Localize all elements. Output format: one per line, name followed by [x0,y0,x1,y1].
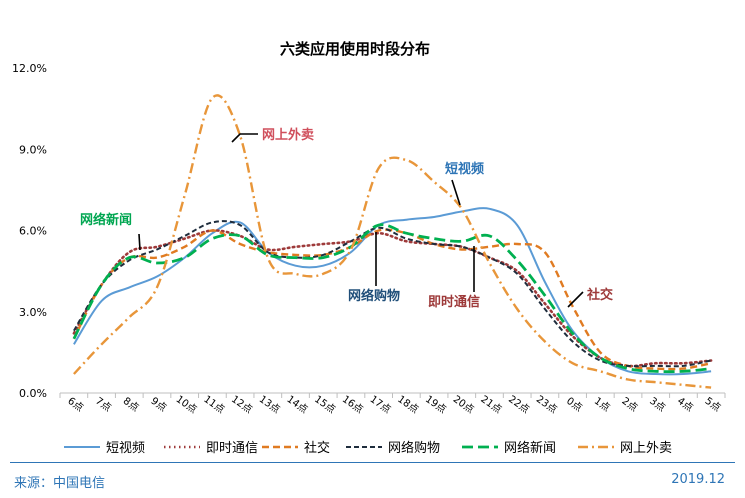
legend-label: 社交 [304,440,330,456]
x-tick-label: 14点 [284,393,310,416]
x-tick-label: 3点 [647,395,667,414]
x-tick-label: 18点 [395,393,421,416]
footer: 来源：中国电信 2019.12 [0,460,745,498]
legend-label: 网络新闻 [504,440,556,456]
legend-label: 即时通信 [206,441,258,456]
x-tick-label: 12点 [229,393,255,416]
x-tick-label: 2点 [620,395,640,414]
x-tick-label: 23点 [534,393,560,416]
annotation-food-delivery: 网上外卖 [262,127,314,143]
legend-item-instant-messaging: 即时通信 [164,441,258,456]
x-tick-label: 22点 [506,393,532,416]
series-line-online-news [72,223,712,374]
y-tick-label: 9.0% [19,143,47,156]
y-tick-label: 6.0% [19,225,47,238]
x-tick-label: 9点 [149,395,169,414]
x-tick-label: 11点 [201,393,227,416]
x-tick-label: 20点 [451,393,477,416]
x-tick-label: 13点 [257,393,283,416]
x-tick-label: 0点 [564,395,584,414]
series-line-food-delivery [73,94,712,389]
x-tick-label: 17点 [368,393,394,416]
x-tick-label: 15点 [312,393,338,416]
footer-divider [10,462,735,463]
x-tick-label: 16点 [340,393,366,416]
annotation-short-video: 短视频 [445,161,484,177]
x-tick-label: 1点 [592,395,612,414]
legend-label: 网络购物 [388,440,440,456]
annotation-social-leader [567,291,584,308]
y-tick-label: 0.0% [19,387,47,400]
series-line-social [72,228,712,371]
legend-item-online-shopping: 网络购物 [346,440,440,456]
legend-item-food-delivery: 网上外卖 [578,441,672,456]
annotation-online-shopping: 网络购物 [348,288,400,304]
annotation-online-news: 网络新闻 [80,212,132,228]
source-label: 来源：中国电信 [14,476,106,491]
usage-time-distribution-chart: 六类应用使用时段分布 6点 7点 8点 9点 10点 11点 12点 13点 14点 15点 16点… [12,40,726,456]
annotation-short-video-leader [451,179,461,206]
series-line-online-shopping [73,220,712,368]
legend-label: 短视频 [106,441,145,456]
annotation-online-news-leader [138,233,141,251]
x-tick-label: 21点 [478,393,504,416]
x-tick-label: 8点 [121,395,141,414]
chart-title: 六类应用使用时段分布 [280,40,430,58]
x-tick-label: 10点 [174,393,200,416]
legend-item-social: 社交 [262,440,330,456]
legend: 短视频 即时通信 社交 网络购物 网络新闻 网上外卖 [64,440,672,456]
date-label: 2019.12 [671,472,725,487]
y-tick-label: 3.0% [19,306,47,319]
legend-item-short-video: 短视频 [64,441,145,456]
x-tick-label: 5点 [703,395,723,414]
legend-item-online-news: 网络新闻 [462,440,556,456]
annotation-instant-messaging: 即时通信 [428,294,480,310]
x-tick-label: 4点 [675,395,695,414]
legend-label: 网上外卖 [620,441,672,456]
series-lines [72,94,713,389]
x-tick-label: 6点 [65,395,85,414]
x-tick-label: 7点 [93,395,113,414]
y-tick-label: 12.0% [12,62,47,75]
annotation-social: 社交 [586,287,613,303]
x-tick-label: 19点 [423,393,449,416]
annotation-food-delivery-leader [231,133,258,143]
